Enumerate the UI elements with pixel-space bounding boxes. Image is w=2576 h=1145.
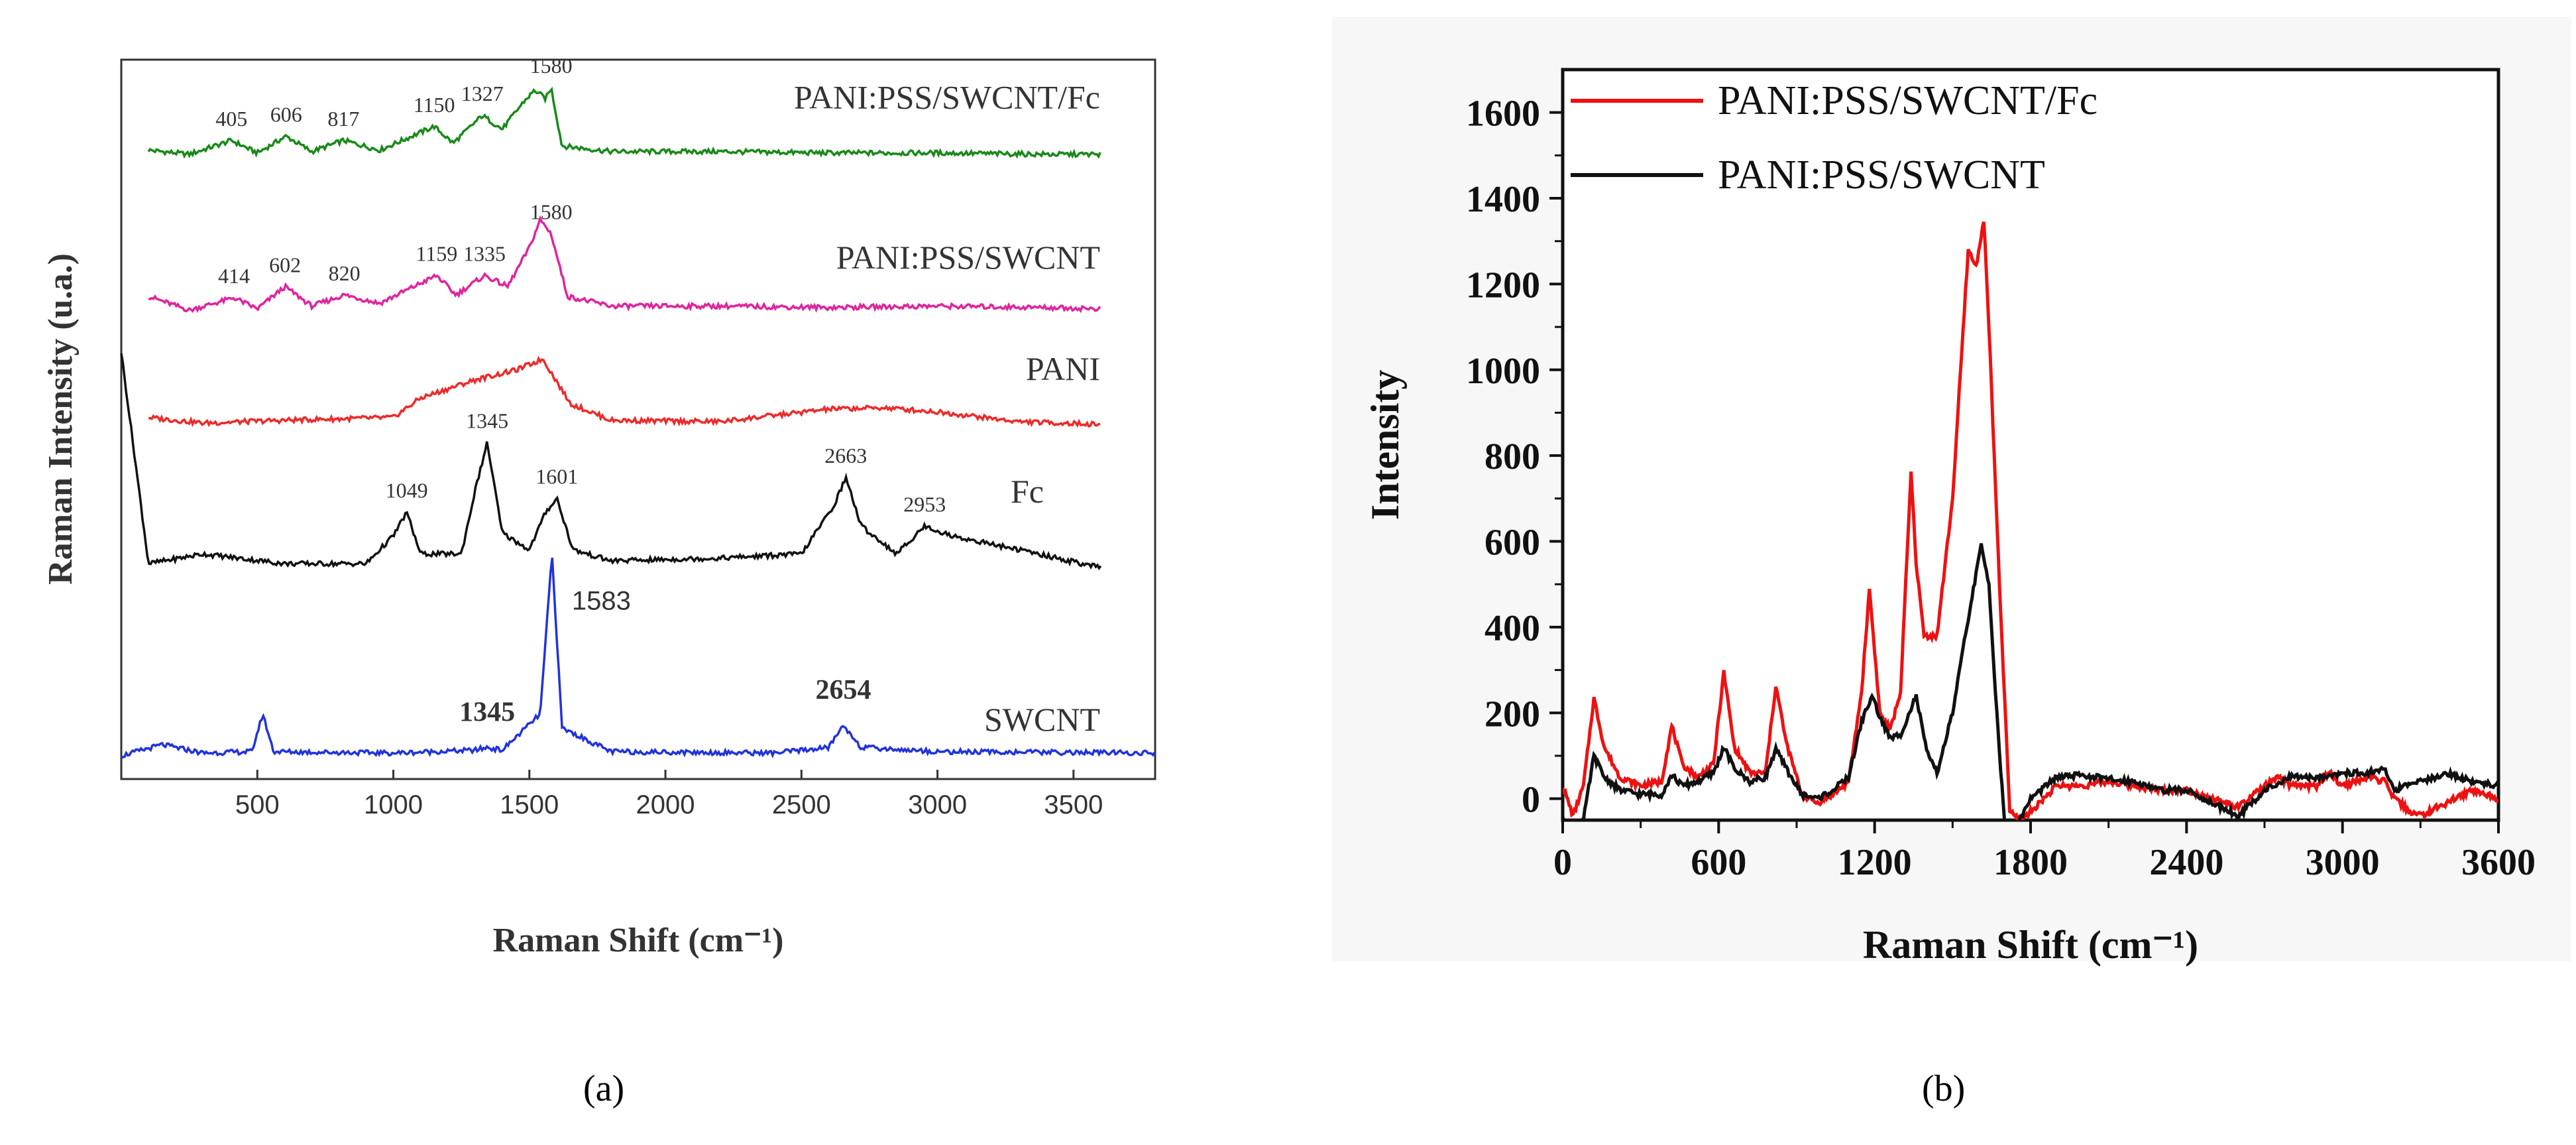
y-tick-label-b-800: 800: [1484, 436, 1540, 477]
x-tick-label-a-1500: 1500: [500, 790, 559, 819]
series-label-a-pani-pss-swcnt: PANI:PSS/SWCNT: [836, 239, 1100, 276]
peak-label-a-fc-1049: 1049: [386, 479, 428, 503]
peak-label-a-pani-pss-swcnt-fc-1150: 1150: [414, 93, 455, 117]
series-label-a-pani: PANI: [1026, 350, 1100, 387]
peak-label-a-fc-1345: 1345: [466, 409, 508, 433]
y-tick-label-b-200: 200: [1484, 693, 1540, 735]
y-tick-label-b-0: 0: [1522, 780, 1540, 821]
peak-label-a-fc-2663: 2663: [824, 444, 867, 467]
peak-label-a-pani-pss-swcnt-fc-817: 817: [327, 107, 359, 131]
panel-label-b: (b): [1922, 1068, 1966, 1109]
chart-b: 0 600 1200 1800 2400 3000 3600 0 200 400 600 800 100…: [1332, 17, 2571, 967]
peak-label-a-pani-pss-swcnt-1580: 1580: [530, 200, 573, 224]
panel-a: PANI:PSS/SWCNT/Fc 405 606 817 1150 1327 1580 PA…: [0, 0, 1259, 1142]
peak-label-a-pani-pss-swcnt-602: 602: [269, 253, 301, 276]
x-tick-label-a-1000: 1000: [364, 790, 423, 819]
series-label-a-fc: Fc: [1011, 473, 1044, 510]
y-tick-label-b-1600: 1600: [1466, 93, 1540, 135]
legend-label-b-pani-pss-swcnt-fc: PANI:PSS/SWCNT/Fc: [1718, 78, 2098, 123]
peak-label-a-pani-pss-swcnt-1159: 1159: [416, 242, 457, 266]
peak-label-a-fc-1601: 1601: [535, 465, 578, 489]
y-tick-label-b-600: 600: [1484, 522, 1540, 564]
x-axis-label-a: Raman Shift (cm⁻¹): [493, 922, 784, 959]
legend-b: PANI:PSS/SWCNT/Fc PANI:PSS/SWCNT: [1571, 78, 2098, 198]
series-line-a-swcnt: [121, 558, 1156, 759]
x-tick-label-b-3000: 3000: [2306, 842, 2380, 883]
series-group-a: PANI:PSS/SWCNT/Fc 405 606 817 1150 1327 1580 PA…: [120, 54, 1156, 759]
series-line-b-pani-pss-swcnt-fc: [1563, 221, 2498, 820]
x-tick-label-b-1200: 1200: [1838, 842, 1912, 883]
panel-label-a: (a): [583, 1068, 625, 1109]
legend-label-b-pani-pss-swcnt: PANI:PSS/SWCNT: [1718, 152, 2045, 198]
peak-label-a-swcnt-2654: 2654: [816, 675, 871, 705]
peak-label-a-fc-2953: 2953: [903, 493, 946, 516]
x-tick-label-b-600: 600: [1691, 842, 1746, 883]
series-line-a-pani-pss-swcnt: [148, 215, 1101, 314]
y-tick-label-b-1400: 1400: [1466, 179, 1540, 220]
peak-label-a-pani-pss-swcnt-fc-606: 606: [270, 103, 302, 127]
x-tick-label-a-2500: 2500: [772, 790, 831, 819]
panel-b: 0 600 1200 1800 2400 3000 3600 0 200 400 600 800 100…: [1312, 0, 2576, 1142]
x-tick-label-a-3500: 3500: [1044, 790, 1103, 819]
series-label-a-swcnt: SWCNT: [984, 701, 1100, 738]
series-line-a-pani-pss-swcnt-fc: [147, 86, 1101, 159]
series-line-a-fc: [120, 353, 1102, 571]
x-axis-label-b: Raman Shift (cm⁻¹): [1863, 923, 2198, 967]
x-tick-label-b-0: 0: [1553, 842, 1572, 883]
x-ticks-a: 500 1000 1500 2000 2500 3000 3500: [235, 770, 1103, 819]
y-tick-label-b-400: 400: [1484, 608, 1540, 649]
x-tick-label-a-500: 500: [235, 790, 280, 819]
peak-label-a-swcnt-1345: 1345: [459, 697, 515, 727]
x-tick-label-b-3600: 3600: [2461, 842, 2536, 883]
x-tick-label-a-2000: 2000: [636, 790, 695, 819]
y-tick-label-b-1200: 1200: [1466, 265, 1540, 306]
y-tick-label-b-1000: 1000: [1466, 351, 1540, 392]
chart-a: PANI:PSS/SWCNT/Fc 405 606 817 1150 1327 1580 PA…: [42, 54, 1156, 959]
series-label-a-pani-pss-swcnt-fc: PANI:PSS/SWCNT/Fc: [794, 79, 1100, 116]
series-line-a-pani: [148, 355, 1101, 428]
peak-label-a-pani-pss-swcnt-fc-405: 405: [215, 107, 247, 131]
peak-label-a-pani-pss-swcnt-1335: 1335: [463, 242, 506, 266]
peak-label-a-pani-pss-swcnt-820: 820: [329, 261, 361, 285]
series-group-b: [1563, 221, 2498, 820]
peak-label-a-swcnt-1583: 1583: [572, 587, 631, 616]
x-tick-label-b-1800: 1800: [1993, 842, 2068, 883]
peak-label-a-pani-pss-swcnt-414: 414: [218, 264, 250, 288]
series-line-b-pani-pss-swcnt: [1563, 543, 2498, 820]
x-tick-label-a-3000: 3000: [908, 790, 967, 819]
peak-label-a-pani-pss-swcnt-fc-1327: 1327: [461, 82, 504, 105]
x-tick-label-b-2400: 2400: [2149, 842, 2223, 883]
y-axis-label-b: Intensity: [1363, 370, 1407, 520]
y-axis-label-a: Raman Intensity (u.a.): [42, 253, 80, 585]
axes-b: 0 600 1200 1800 2400 3000 3600 0 200 400 600 800 100…: [1466, 93, 2536, 883]
peak-label-a-pani-pss-swcnt-fc-1580: 1580: [530, 54, 573, 78]
